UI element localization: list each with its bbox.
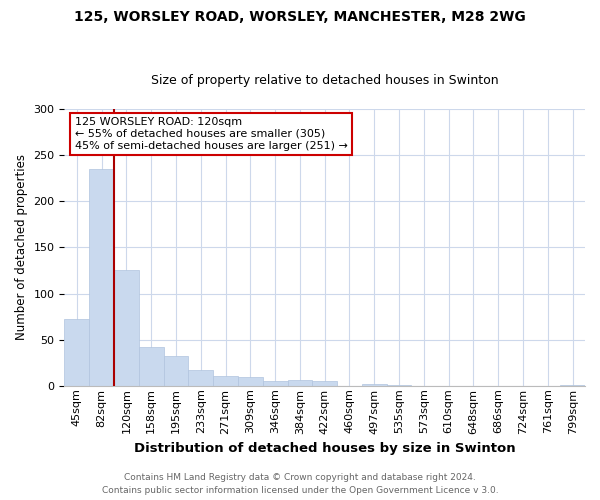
- Bar: [139, 347, 164, 386]
- Title: Size of property relative to detached houses in Swinton: Size of property relative to detached ho…: [151, 74, 499, 87]
- Bar: [386, 385, 412, 386]
- Bar: [362, 384, 386, 386]
- Text: 125, WORSLEY ROAD, WORSLEY, MANCHESTER, M28 2WG: 125, WORSLEY ROAD, WORSLEY, MANCHESTER, …: [74, 10, 526, 24]
- Bar: [164, 356, 188, 386]
- Text: 125 WORSLEY ROAD: 120sqm
← 55% of detached houses are smaller (305)
45% of semi-: 125 WORSLEY ROAD: 120sqm ← 55% of detach…: [75, 118, 347, 150]
- Bar: [287, 380, 313, 386]
- Bar: [263, 381, 287, 386]
- Text: Contains HM Land Registry data © Crown copyright and database right 2024.
Contai: Contains HM Land Registry data © Crown c…: [101, 474, 499, 495]
- Bar: [213, 376, 238, 386]
- Bar: [64, 320, 89, 386]
- Bar: [313, 381, 337, 386]
- Bar: [89, 169, 114, 386]
- Bar: [188, 370, 213, 386]
- Bar: [238, 378, 263, 386]
- Bar: [560, 385, 585, 386]
- Bar: [114, 270, 139, 386]
- X-axis label: Distribution of detached houses by size in Swinton: Distribution of detached houses by size …: [134, 442, 515, 455]
- Y-axis label: Number of detached properties: Number of detached properties: [15, 154, 28, 340]
